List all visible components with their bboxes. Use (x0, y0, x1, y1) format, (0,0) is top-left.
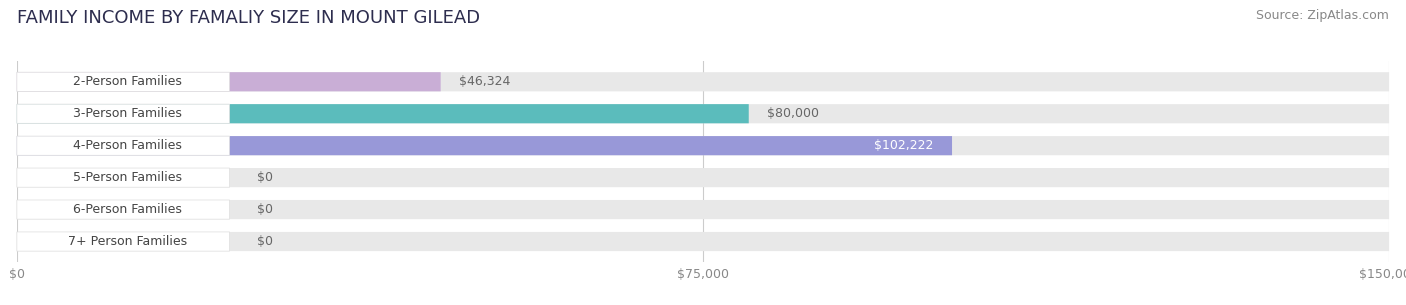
Text: FAMILY INCOME BY FAMALIY SIZE IN MOUNT GILEAD: FAMILY INCOME BY FAMALIY SIZE IN MOUNT G… (17, 9, 479, 27)
FancyBboxPatch shape (17, 72, 1389, 92)
Text: 3-Person Families: 3-Person Families (73, 107, 181, 120)
Text: 7+ Person Families: 7+ Person Families (67, 235, 187, 248)
FancyBboxPatch shape (17, 104, 229, 123)
Text: $102,222: $102,222 (875, 139, 934, 152)
Text: 5-Person Families: 5-Person Families (73, 171, 181, 184)
Text: $46,324: $46,324 (458, 75, 510, 88)
FancyBboxPatch shape (17, 104, 749, 123)
Text: 6-Person Families: 6-Person Families (73, 203, 181, 216)
FancyBboxPatch shape (17, 136, 1389, 155)
Text: $0: $0 (257, 203, 273, 216)
Text: $0: $0 (257, 235, 273, 248)
Text: 2-Person Families: 2-Person Families (73, 75, 181, 88)
FancyBboxPatch shape (17, 232, 1389, 251)
FancyBboxPatch shape (17, 72, 229, 92)
FancyBboxPatch shape (17, 136, 952, 155)
FancyBboxPatch shape (17, 200, 1389, 219)
Text: $0: $0 (257, 171, 273, 184)
FancyBboxPatch shape (17, 168, 229, 187)
Text: $80,000: $80,000 (768, 107, 820, 120)
FancyBboxPatch shape (17, 72, 440, 92)
FancyBboxPatch shape (17, 104, 1389, 123)
FancyBboxPatch shape (17, 200, 229, 219)
Text: Source: ZipAtlas.com: Source: ZipAtlas.com (1256, 9, 1389, 22)
Text: 4-Person Families: 4-Person Families (73, 139, 181, 152)
FancyBboxPatch shape (17, 168, 1389, 187)
FancyBboxPatch shape (17, 232, 229, 251)
FancyBboxPatch shape (17, 136, 229, 155)
